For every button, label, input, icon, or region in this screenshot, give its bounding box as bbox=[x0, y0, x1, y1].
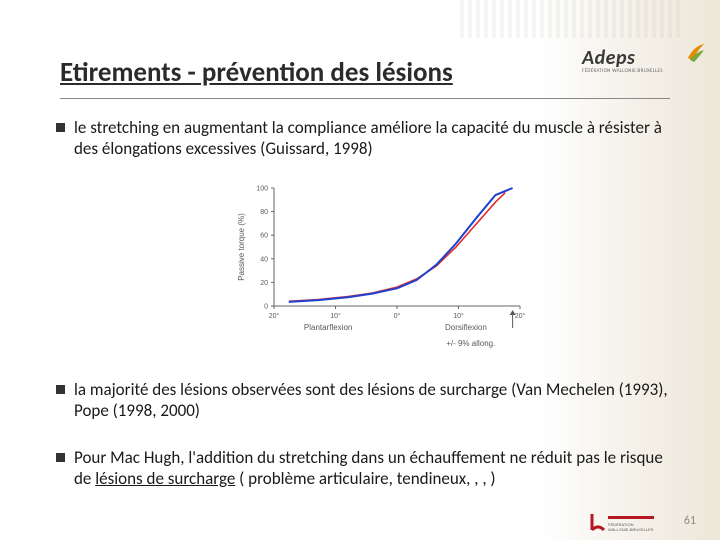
adeps-logo: Adeps FÉDÉRATION WALLONIE·BRUXELLES bbox=[582, 46, 690, 84]
title-underline bbox=[60, 98, 670, 99]
svg-text:80: 80 bbox=[260, 209, 268, 216]
torque-chart: 0 20 40 60 80 100 Passive torque (%) 20° 10° 0° 10… bbox=[232, 182, 532, 352]
svg-text:100: 100 bbox=[256, 186, 268, 193]
adeps-swoosh-icon bbox=[684, 40, 708, 64]
svg-text:Dorsiflexion: Dorsiflexion bbox=[445, 323, 487, 332]
bullet-marker-icon bbox=[56, 123, 65, 132]
svg-text:10°: 10° bbox=[453, 312, 464, 320]
bullet-2: la majorité des lésions observées sont d… bbox=[74, 380, 670, 421]
svg-text:10°: 10° bbox=[330, 312, 341, 320]
svg-text:Passive torque (%): Passive torque (%) bbox=[237, 213, 246, 281]
svg-text:40: 40 bbox=[260, 256, 268, 263]
page-number: 61 bbox=[684, 514, 696, 528]
bullet-marker-icon bbox=[56, 453, 65, 462]
svg-text:+/- 9% allong.: +/- 9% allong. bbox=[446, 339, 495, 348]
svg-text:WALLONIE-BRUXELLES: WALLONIE-BRUXELLES bbox=[608, 527, 654, 532]
bullet-text: le stretching en augmentant la complianc… bbox=[74, 117, 662, 159]
adeps-logo-text: Adeps bbox=[582, 46, 690, 70]
bullet-text: la majorité des lésions observées sont d… bbox=[74, 379, 668, 421]
bullet-1: le stretching en augmentant la complianc… bbox=[74, 118, 670, 159]
bullet-3: Pour Mac Hugh, l'addition du stretching … bbox=[74, 448, 670, 489]
svg-text:60: 60 bbox=[260, 233, 268, 240]
header-decor-pattern bbox=[460, 0, 680, 38]
svg-text:20°: 20° bbox=[269, 312, 280, 320]
svg-text:Plantarflexion: Plantarflexion bbox=[304, 323, 352, 332]
svg-text:20: 20 bbox=[260, 280, 268, 287]
svg-text:0: 0 bbox=[264, 304, 268, 311]
slide-title: Etirements - prévention des lésions bbox=[60, 56, 453, 89]
adeps-logo-sub: FÉDÉRATION WALLONIE·BRUXELLES bbox=[582, 68, 690, 74]
svg-text:20°: 20° bbox=[515, 312, 526, 320]
federation-logo: FÉDÉRATION WALLONIE-BRUXELLES bbox=[586, 510, 656, 534]
bullet-text: Pour Mac Hugh, l'addition du stretching … bbox=[74, 447, 663, 489]
svg-text:0°: 0° bbox=[394, 312, 401, 320]
bullet-marker-icon bbox=[56, 385, 65, 394]
